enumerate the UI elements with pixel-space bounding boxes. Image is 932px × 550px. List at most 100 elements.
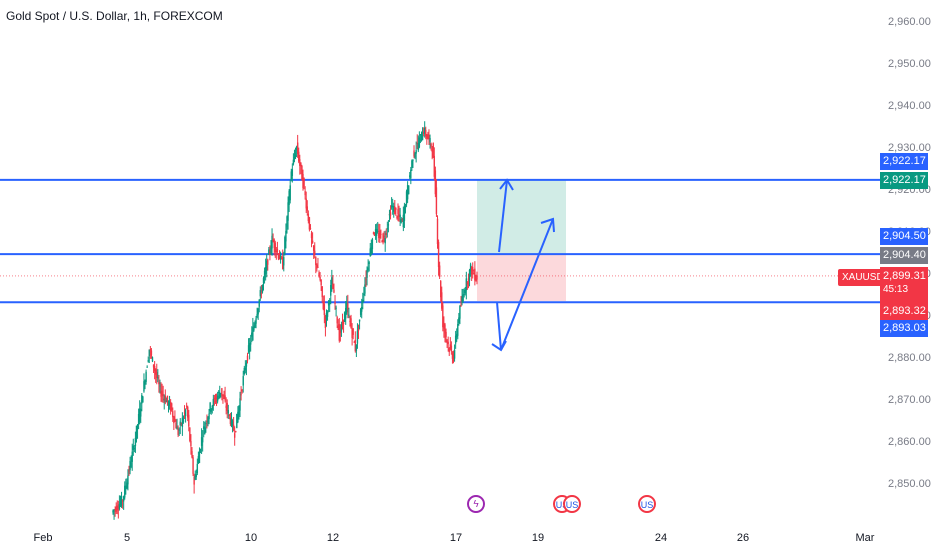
candle-body <box>247 345 250 352</box>
candle-body <box>327 301 330 306</box>
candle-body <box>364 284 366 294</box>
candle-body <box>320 279 322 286</box>
candle-body <box>198 451 201 464</box>
candle-body <box>338 324 340 341</box>
candle-body <box>157 377 159 379</box>
candle-body <box>345 307 347 319</box>
candle-body <box>295 146 298 150</box>
candle-body <box>347 303 349 310</box>
candle-body <box>410 169 412 179</box>
y-tick-label: 2,960.00 <box>888 16 931 28</box>
candle-body <box>316 265 318 269</box>
profit-zone[interactable] <box>477 179 566 255</box>
candle-body <box>267 259 269 265</box>
candle-body <box>334 302 336 304</box>
candle-body <box>444 324 446 334</box>
time-axis: Feb 5 10 12 17 19 24 26 Mar <box>34 532 875 544</box>
candle-body <box>238 405 240 416</box>
arrow-up-path[interactable] <box>498 179 508 253</box>
projection-arrows <box>491 178 555 352</box>
candle-body <box>348 314 350 317</box>
candle-body <box>113 509 115 512</box>
candle-body <box>153 366 156 371</box>
us-flag-event-icon[interactable]: US <box>638 495 656 513</box>
candle-body <box>429 137 431 143</box>
candle-body <box>475 279 477 281</box>
candle-body <box>168 401 171 407</box>
us-flag-event-icon[interactable]: US <box>563 495 581 513</box>
x-tick-label: 10 <box>245 532 257 544</box>
current-price: 2,899.31 <box>883 270 926 282</box>
y-tick-label: 2,850.00 <box>888 478 931 490</box>
lightning-event-icon[interactable]: ϟ <box>467 495 485 513</box>
candle-body <box>340 323 343 332</box>
candle-body <box>124 485 126 498</box>
candle-body <box>179 421 181 426</box>
candle-body <box>412 159 414 161</box>
candle-body <box>276 248 279 252</box>
y-tick-label: 2,940.00 <box>888 100 931 112</box>
candle-body <box>135 425 138 440</box>
candle-body <box>181 417 184 427</box>
candle-body <box>189 427 191 442</box>
candle-body <box>259 290 262 297</box>
candle-body <box>277 254 280 259</box>
candle-body <box>119 501 122 505</box>
candle-body <box>291 169 294 176</box>
candle-body <box>332 284 334 290</box>
candle-body <box>290 171 292 180</box>
candle-body <box>193 476 195 485</box>
candle-body <box>472 266 474 272</box>
candle-body <box>171 403 173 411</box>
candle-body <box>140 408 142 417</box>
candle-body <box>421 135 424 141</box>
candle-body <box>175 422 177 429</box>
candle-body <box>204 427 206 435</box>
candle-body <box>203 426 205 429</box>
candle-body <box>222 394 224 397</box>
candle-body <box>452 354 455 361</box>
candle-body <box>310 233 313 239</box>
candle-body <box>437 241 440 268</box>
candle-body <box>474 268 476 281</box>
candle-body <box>252 327 254 340</box>
candle-body <box>322 302 324 310</box>
candle-body <box>425 129 427 137</box>
candle-body <box>349 320 351 322</box>
candle-body <box>219 392 221 399</box>
candle-body <box>220 392 222 394</box>
candle-body <box>387 224 390 226</box>
x-tick-label: 12 <box>327 532 339 544</box>
candle-body <box>225 405 227 408</box>
candle-body <box>130 462 132 467</box>
candle-body <box>350 318 352 328</box>
price-tag: 2,893.32 <box>880 303 928 320</box>
loss-zone[interactable] <box>477 254 566 302</box>
candle-body <box>162 393 164 397</box>
candle-body <box>442 305 444 328</box>
candle-body <box>151 357 154 362</box>
candle-body <box>197 456 200 464</box>
candle-body <box>428 135 430 139</box>
candle-body <box>341 322 344 325</box>
candle-body <box>308 217 311 230</box>
candle-body <box>159 385 161 387</box>
candle-body <box>167 402 170 406</box>
price-tag: 2,922.17 <box>880 172 928 189</box>
candle-body <box>405 191 408 205</box>
candle-body <box>367 267 369 271</box>
candle-body <box>389 212 392 216</box>
candle-body <box>279 254 282 260</box>
candle-body <box>324 315 327 328</box>
candle-body <box>260 293 263 295</box>
candle-body <box>231 421 234 426</box>
x-tick-label: 26 <box>737 532 749 544</box>
candle-body <box>300 162 302 167</box>
candle-body <box>195 474 197 478</box>
candle-body <box>216 395 219 402</box>
arrow-down-head <box>491 340 507 352</box>
candle-body <box>207 417 209 424</box>
candle-body <box>357 329 360 331</box>
candle-body <box>473 273 475 275</box>
